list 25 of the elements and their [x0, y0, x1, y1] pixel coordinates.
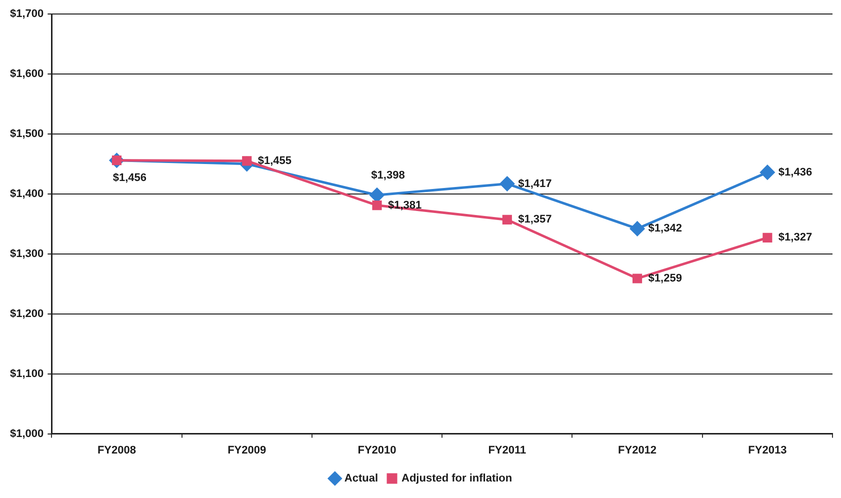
x-tick-label: FY2008: [97, 444, 136, 456]
legend-label: Adjusted for inflation: [402, 472, 512, 485]
legend-label: Actual: [344, 472, 378, 485]
data-label: $1,417: [518, 178, 552, 190]
x-tick-label: FY2013: [748, 444, 787, 456]
data-label: $1,259: [648, 272, 682, 285]
data-label: $1,342: [648, 222, 682, 235]
data-label: $1,456: [112, 172, 147, 184]
y-tick-label: $1,200: [10, 308, 44, 320]
y-tick-label: $1,100: [10, 368, 44, 380]
data-label: $1,357: [518, 214, 552, 226]
x-tick-label: FY2011: [488, 444, 526, 456]
y-tick-label: $1,400: [10, 188, 44, 200]
y-tick-label: $1,300: [10, 248, 44, 260]
data-label: $1,398: [371, 170, 405, 182]
y-tick-label: $1,600: [10, 68, 44, 80]
data-label: $1,327: [778, 232, 812, 244]
x-tick-label: FY2012: [618, 444, 657, 456]
data-label: $1,436: [778, 166, 812, 178]
y-tick-label: $1,700: [10, 8, 44, 20]
x-tick-label: FY2009: [228, 444, 266, 456]
x-tick-label: FY2010: [358, 444, 396, 456]
data-label: $1,455: [258, 154, 292, 167]
y-tick-label: $1,500: [10, 128, 44, 140]
y-tick-label: $1,000: [10, 428, 44, 440]
